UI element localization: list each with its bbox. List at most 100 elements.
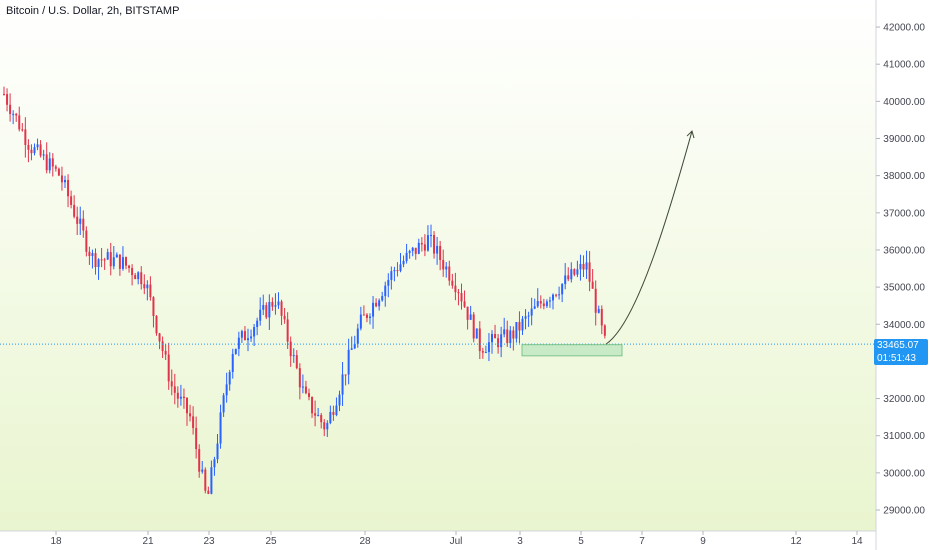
candle <box>204 467 207 494</box>
candle <box>518 311 521 344</box>
candle <box>158 332 161 350</box>
candle <box>533 298 536 310</box>
candle <box>399 253 402 273</box>
y-tick-label: 41000.00 <box>883 60 925 71</box>
symbol-title[interactable]: Bitcoin / U.S. Dollar, 2h, BITSTAMP <box>6 5 180 17</box>
candle <box>491 330 493 354</box>
candle <box>506 320 509 347</box>
y-tick-label: 31000.00 <box>883 431 925 442</box>
candle <box>222 392 225 417</box>
candle <box>298 363 301 400</box>
candle <box>524 309 527 330</box>
price-axis-background <box>876 0 932 550</box>
candle <box>94 248 97 275</box>
candle <box>423 234 426 257</box>
candle <box>292 348 295 363</box>
candle <box>320 413 323 429</box>
candle <box>198 444 201 478</box>
candle <box>390 266 393 290</box>
candle <box>115 252 118 258</box>
candle <box>24 117 27 158</box>
candle <box>387 273 390 298</box>
candle <box>542 298 545 310</box>
candle <box>259 297 262 326</box>
candle <box>176 386 179 408</box>
candle <box>552 293 554 310</box>
candle <box>88 246 91 265</box>
candle <box>500 326 503 358</box>
candle <box>39 140 42 158</box>
candle <box>539 295 542 309</box>
candle <box>442 249 445 277</box>
candle <box>430 224 432 248</box>
candle <box>97 258 100 280</box>
candle <box>579 254 582 281</box>
chart-background <box>0 0 876 531</box>
candle <box>594 280 597 326</box>
y-tick-label: 37000.00 <box>883 208 925 219</box>
x-tick-label: Jul <box>450 536 463 547</box>
candle <box>30 144 33 161</box>
candle <box>219 404 222 449</box>
candle <box>210 460 213 495</box>
candle <box>262 294 265 316</box>
candle <box>121 246 124 271</box>
candle <box>591 269 594 289</box>
support-zone-rectangle[interactable] <box>521 344 623 357</box>
x-tick-label: 14 <box>851 536 863 547</box>
candle <box>3 86 5 96</box>
y-tick-label: 29000.00 <box>883 506 925 517</box>
projection-arrow-path[interactable] <box>605 130 693 345</box>
candle <box>344 374 347 386</box>
x-tick-label: 5 <box>578 536 584 547</box>
candle <box>253 323 256 347</box>
candle <box>243 326 246 341</box>
x-tick-label: 9 <box>700 536 706 547</box>
candle <box>54 164 57 172</box>
y-tick-label: 42000.00 <box>883 23 925 34</box>
candle <box>192 406 195 435</box>
candle <box>600 305 603 335</box>
candle <box>42 149 45 161</box>
candle <box>48 152 51 174</box>
projection-arrow-head <box>686 130 695 139</box>
candle <box>173 373 176 405</box>
candle <box>576 260 579 278</box>
x-tick-label: 18 <box>50 536 62 547</box>
candle <box>445 262 448 278</box>
candle <box>561 283 564 303</box>
candle <box>350 336 353 351</box>
x-tick-label: 21 <box>142 536 154 547</box>
candle <box>378 298 381 311</box>
candle <box>478 321 481 360</box>
candle <box>21 123 24 132</box>
candle <box>457 289 460 306</box>
candle <box>170 369 173 396</box>
candle <box>256 317 259 336</box>
candle <box>466 306 469 330</box>
candle <box>436 236 439 265</box>
candle <box>225 372 228 403</box>
candle <box>131 264 134 286</box>
candle <box>134 272 137 280</box>
candle <box>64 175 66 188</box>
candle <box>27 139 30 163</box>
candle <box>448 260 451 286</box>
y-tick-label: 40000.00 <box>883 97 925 108</box>
candle <box>283 307 286 324</box>
candle <box>414 247 417 260</box>
candle <box>301 374 304 394</box>
drawings[interactable] <box>0 130 876 357</box>
candle <box>60 166 63 191</box>
candlestick-series <box>3 86 606 495</box>
candle <box>228 369 231 391</box>
candle <box>207 486 210 495</box>
candle <box>201 461 204 474</box>
candle <box>213 456 216 476</box>
candle <box>317 408 320 417</box>
candle <box>250 329 253 342</box>
candle <box>164 344 167 361</box>
candle <box>341 361 344 406</box>
